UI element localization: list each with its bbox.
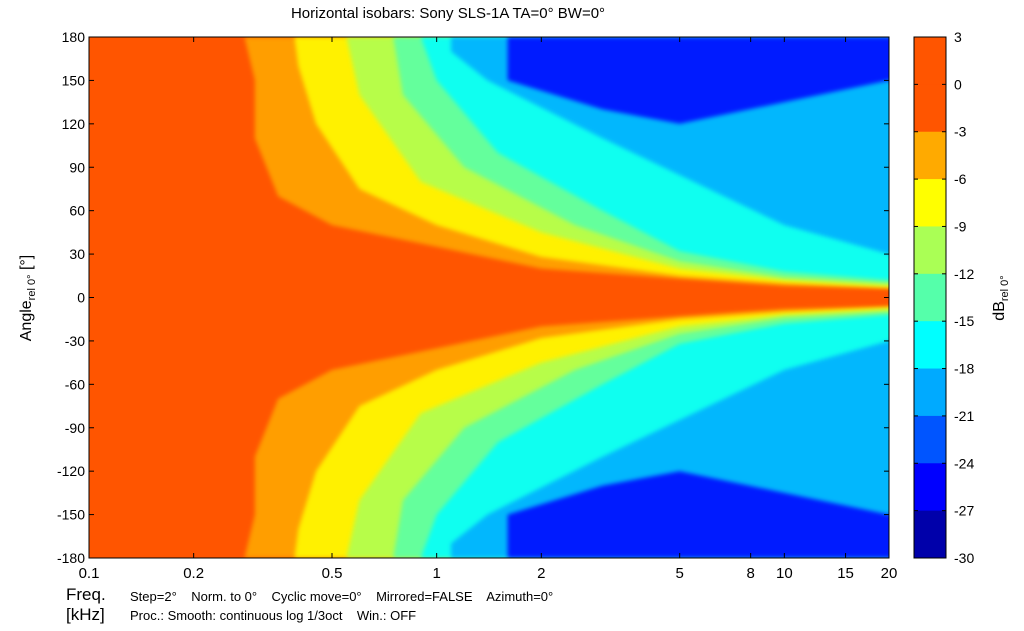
y-axis-label: Anglerel 0° [°] (18, 255, 38, 341)
colorbar-band (914, 368, 946, 417)
y-axis-label-main: Angle (18, 300, 35, 341)
y-tick-label: 30 (69, 246, 85, 262)
colorbar-tick-label: 3 (954, 29, 962, 45)
colorbar-band (914, 179, 946, 227)
colorbar-tick-label: -30 (954, 550, 974, 566)
contour-24db (507, 37, 889, 558)
colorbar-tick-label: -24 (954, 455, 974, 471)
colorbar (914, 37, 946, 559)
colorbar-ticks: 3 0 -3 -6 -9 -12 -15 -18 -21 -24 -27 -30 (914, 29, 974, 566)
settings-line-1: Step=2° Norm. to 0° Cyclic move=0° Mirro… (130, 589, 554, 604)
x-tick-label: 1 (432, 565, 440, 582)
y-tick-label: 150 (62, 72, 86, 88)
colorbar-tick-label: -15 (954, 313, 974, 329)
colorbar-tick-label: 0 (954, 76, 962, 92)
x-tick-label: 0.2 (183, 565, 204, 582)
colorbar-tick-label: -21 (954, 408, 974, 424)
x-tick-label: 20 (881, 565, 898, 582)
unit-label: [kHz] (66, 605, 105, 624)
colorbar-band (914, 84, 946, 133)
x-axis: 0.1 0.2 0.5 1 2 5 8 10 15 20 (79, 37, 898, 582)
y-tick-label: -30 (65, 333, 85, 349)
colorbar-tick-label: -6 (954, 171, 967, 187)
y-axis-label-sub: rel 0° (26, 275, 38, 301)
colorbar-band (914, 131, 946, 180)
y-tick-label: 90 (69, 159, 85, 175)
colorbar-label-main: dB (991, 301, 1008, 321)
colorbar-band (914, 273, 946, 322)
x-tick-label: 0.1 (79, 565, 100, 582)
y-tick-label: 180 (62, 29, 86, 45)
x-tick-label: 8 (746, 565, 754, 582)
contour-layer (244, 37, 889, 558)
y-tick-label: 120 (62, 116, 86, 132)
y-tick-label: -180 (57, 550, 85, 566)
y-tick-label: 0 (77, 290, 85, 306)
y-axis-label-unit: [°] (18, 255, 35, 275)
contour-region-upper (507, 37, 889, 124)
colorbar-band (914, 37, 946, 85)
colorbar-tick-label: -18 (954, 361, 974, 377)
colorbar-label-sub: rel 0° (999, 275, 1011, 301)
colorbar-band (914, 463, 946, 512)
y-tick-label: -120 (57, 463, 85, 479)
y-tick-label: -90 (65, 420, 85, 436)
colorbar-tick-label: -12 (954, 266, 974, 282)
x-tick-label: 5 (676, 565, 684, 582)
colorbar-tick-label: -9 (954, 218, 967, 234)
colorbar-tick-label: -3 (954, 124, 967, 140)
x-tick-label: 15 (837, 565, 854, 582)
y-tick-label: -60 (65, 376, 85, 392)
x-tick-label: 0.5 (322, 565, 343, 582)
plot-area (89, 37, 889, 558)
freq-label: Freq. (66, 585, 106, 604)
colorbar-band (914, 321, 946, 370)
colorbar-band (914, 415, 946, 464)
y-tick-label: -150 (57, 507, 85, 523)
x-tick-label: 2 (537, 565, 545, 582)
x-tick-label: 10 (776, 565, 793, 582)
colorbar-frame (913, 36, 947, 559)
y-tick-label: 60 (69, 203, 85, 219)
chart-title: Horizontal isobars: Sony SLS-1A TA=0° BW… (291, 5, 605, 22)
contour-region-lower (507, 471, 889, 558)
settings-line-2: Proc.: Smooth: continuous log 1/3oct Win… (130, 608, 417, 623)
colorbar-label: dBrel 0° (991, 275, 1011, 320)
colorbar-band (914, 226, 946, 275)
y-axis: 180 150 120 90 60 30 0 -30 -60 -90 -120 -150 -180 (57, 29, 889, 566)
colorbar-tick-label: -27 (954, 503, 974, 519)
colorbar-band (914, 510, 946, 559)
